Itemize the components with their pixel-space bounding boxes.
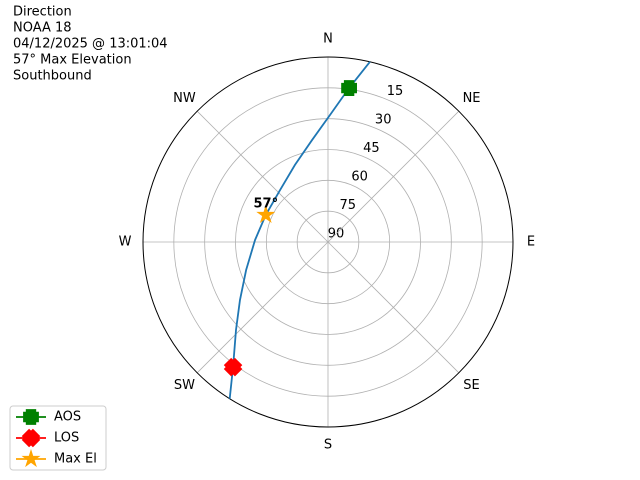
theta-tick-label: S xyxy=(324,438,332,453)
r-tick-label: 75 xyxy=(340,198,357,213)
legend-marker xyxy=(21,428,41,448)
r-tick-label: 30 xyxy=(375,113,392,128)
r-tick-label: 60 xyxy=(351,170,368,185)
legend-label: LOS xyxy=(54,431,79,446)
grid-spoke xyxy=(196,110,329,243)
title-line: Direction xyxy=(13,5,72,20)
data-label: 57° xyxy=(253,196,278,211)
theta-tick-label: W xyxy=(119,235,132,250)
theta-tick-label: NW xyxy=(173,91,196,106)
marker xyxy=(256,204,276,224)
marker xyxy=(223,357,243,377)
title-line: 04/12/2025 @ 13:01:04 xyxy=(13,37,168,52)
legend-label: AOS xyxy=(54,410,81,425)
title-line: NOAA 18 xyxy=(13,21,72,36)
outer-frame xyxy=(142,56,514,428)
theta-tick-label: N xyxy=(323,32,333,47)
title-line: 57° Max Elevation xyxy=(13,53,132,68)
marker xyxy=(341,80,357,96)
legend-label: Max El xyxy=(54,452,97,467)
grid-spoke xyxy=(327,241,460,374)
grid-spoke xyxy=(196,241,329,374)
r-tick-label: 45 xyxy=(363,141,380,156)
title-line: Southbound xyxy=(13,69,92,84)
r-tick-label: 15 xyxy=(387,84,404,99)
legend-marker xyxy=(21,448,41,468)
theta-tick-label: SW xyxy=(174,378,195,393)
legend-marker xyxy=(23,409,39,425)
theta-tick-label: SE xyxy=(463,378,479,393)
theta-tick-label: NE xyxy=(463,91,481,106)
theta-tick-label: E xyxy=(527,235,535,250)
grid-spoke xyxy=(327,110,460,243)
